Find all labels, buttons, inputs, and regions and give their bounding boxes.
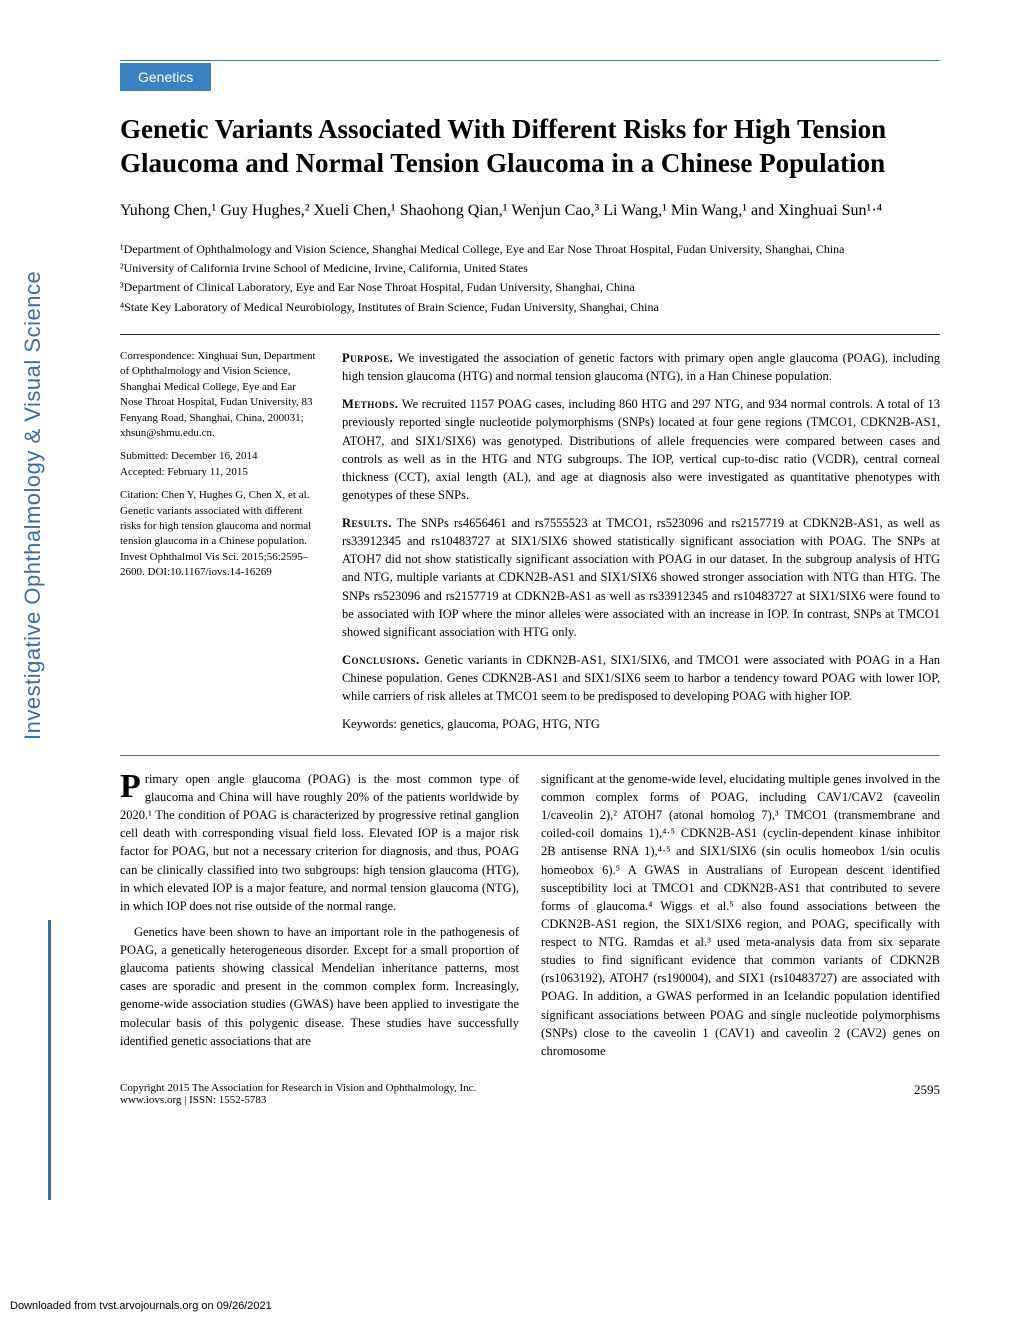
correspondence: Correspondence: Xinghuai Sun, Department… [120, 350, 316, 424]
methods-label: Methods. [342, 397, 398, 411]
affiliation-2: ²University of California Irvine School … [120, 260, 940, 277]
purpose-label: Purpose. [342, 351, 393, 365]
download-note: Downloaded from tvst.arvojournals.org on… [10, 1300, 272, 1312]
results-text: The SNPs rs4656461 and rs7555523 at TMCO… [342, 516, 940, 639]
affiliation-4: ⁴State Key Laboratory of Medical Neurobi… [120, 299, 940, 316]
abstract: Purpose. We investigated the association… [342, 349, 940, 743]
body-text: Primary open angle glaucoma (POAG) is th… [120, 770, 940, 1068]
affiliation-1: ¹Department of Ophthalmology and Vision … [120, 241, 940, 258]
email: xhsun@shmu.edu.cn. [120, 427, 215, 439]
left-meta-column: Correspondence: Xinghuai Sun, Department… [120, 349, 320, 743]
purpose-text: We investigated the association of genet… [342, 351, 940, 383]
article-title: Genetic Variants Associated With Differe… [120, 113, 940, 181]
divider-rule [120, 334, 940, 335]
keywords: Keywords: genetics, glaucoma, POAG, HTG,… [342, 715, 940, 733]
body-col2-p1: significant at the genome-wide level, el… [541, 770, 940, 1060]
citation: Citation: Chen Y, Hughes G, Chen X, et a… [120, 488, 320, 580]
copyright: Copyright 2015 The Association for Resea… [120, 1082, 476, 1094]
body-col1-p1: rimary open angle glaucoma (POAG) is the… [120, 772, 519, 913]
results-label: Results. [342, 516, 392, 530]
divider-rule-2 [120, 755, 940, 756]
conclusions-label: Conclusions. [342, 653, 420, 667]
footer-url: www.iovs.org | ISSN: 1552-5783 [120, 1094, 476, 1106]
affiliations: ¹Department of Ophthalmology and Vision … [120, 241, 940, 317]
methods-text: We recruited 1157 POAG cases, including … [342, 397, 940, 502]
submitted-date: Submitted: December 16, 2014 [120, 450, 257, 462]
page-number: 2595 [914, 1082, 940, 1106]
top-rule [120, 60, 940, 61]
affiliation-3: ³Department of Clinical Laboratory, Eye … [120, 279, 940, 296]
footer: Copyright 2015 The Association for Resea… [120, 1082, 940, 1106]
authors: Yuhong Chen,¹ Guy Hughes,² Xueli Chen,¹ … [120, 199, 940, 223]
dropcap: P [120, 770, 145, 802]
conclusions-text: Genetic variants in CDKN2B-AS1, SIX1/SIX… [342, 653, 940, 703]
section-badge: Genetics [120, 63, 211, 91]
accepted-date: Accepted: February 11, 2015 [120, 466, 248, 478]
body-col1-p2: Genetics have been shown to have an impo… [120, 923, 519, 1050]
